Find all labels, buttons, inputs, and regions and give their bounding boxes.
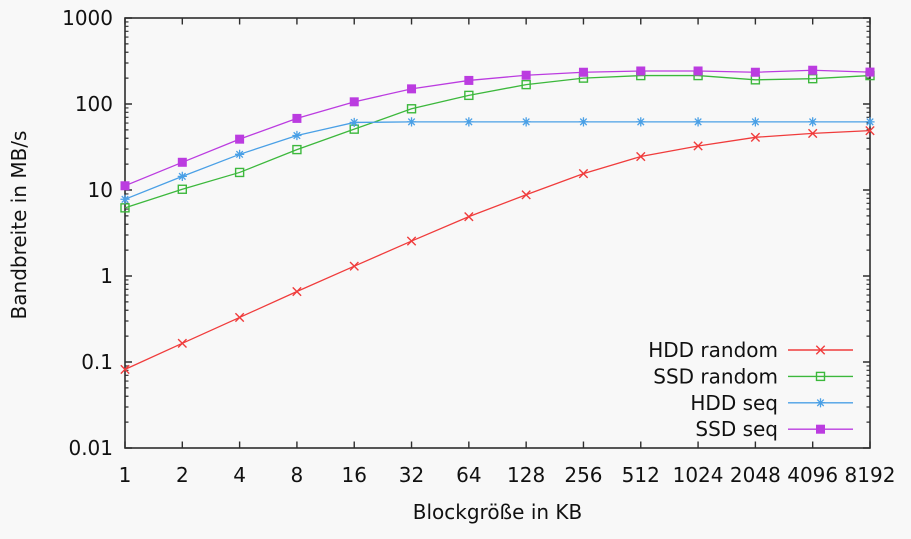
series-marker-hdd-seq — [120, 194, 130, 204]
series-marker-hdd-seq — [349, 117, 359, 128]
series-marker-hdd-seq — [865, 117, 875, 127]
legend-label-ssd-seq: SSD seq — [695, 417, 778, 441]
series-marker-ssd-seq — [750, 67, 760, 77]
y-axis-title: Bandbreite in MB/s — [7, 130, 31, 320]
series-marker-hdd-seq — [464, 117, 474, 127]
series-marker-hdd-random — [636, 151, 646, 162]
series-marker-hdd-random — [406, 236, 417, 246]
legend-item-ssd-seq: SSD seq — [695, 417, 853, 441]
series-marker-hdd-seq — [406, 117, 417, 127]
x-tick-label: 8 — [291, 463, 304, 487]
series-marker-hdd-seq — [521, 117, 531, 127]
series-marker-ssd-seq — [636, 66, 646, 76]
series-marker-ssd-random — [177, 184, 188, 194]
x-tick-label: 1024 — [673, 463, 724, 487]
series-marker-hdd-random — [693, 141, 703, 151]
x-tick-label: 16 — [342, 463, 367, 487]
legend-item-hdd-random: HDD random — [648, 338, 853, 362]
legend-item-ssd-random: SSD random — [653, 364, 853, 388]
legend-label-hdd-seq: HDD seq — [690, 391, 778, 415]
series-hdd-random — [120, 125, 875, 375]
series-line-ssd-seq — [124, 69, 871, 187]
series-marker-ssd-seq — [235, 134, 245, 144]
series-marker-hdd-seq — [750, 117, 760, 127]
series-marker-ssd-seq — [521, 70, 531, 80]
series-marker-hdd-seq — [177, 171, 187, 181]
series-marker-ssd-random — [464, 90, 474, 101]
y-tick-label: 0.01 — [68, 436, 113, 460]
series-marker-ssd-seq — [578, 67, 588, 77]
series-marker-ssd-random — [234, 167, 245, 178]
series-marker-hdd-seq — [808, 117, 818, 127]
series-line-ssd-random — [124, 74, 871, 209]
series-marker-hdd-seq — [292, 130, 302, 141]
x-tick-label: 4096 — [787, 463, 838, 487]
y-tick-label: 10 — [88, 178, 113, 202]
series-marker-ssd-seq — [808, 65, 818, 75]
legend-label-hdd-random: HDD random — [648, 338, 778, 362]
y-tick-label: 100 — [75, 92, 113, 116]
series-marker-hdd-seq — [578, 117, 589, 127]
series-marker-ssd-seq — [464, 75, 474, 85]
x-tick-label: 64 — [456, 463, 481, 487]
x-tick-label: 256 — [564, 463, 602, 487]
series-marker-ssd-random — [292, 144, 302, 155]
series-marker-ssd-random — [521, 79, 531, 90]
legend-sample-marker-ssd-random — [815, 371, 826, 382]
series-marker-ssd-seq — [349, 97, 359, 107]
legend-item-hdd-seq: HDD seq — [690, 391, 853, 415]
legend-sample-marker-hdd-random — [815, 345, 826, 355]
series-marker-ssd-seq — [865, 67, 875, 77]
x-tick-label: 512 — [622, 463, 660, 487]
series-marker-hdd-random — [464, 211, 474, 222]
x-tick-label: 128 — [507, 463, 545, 487]
series-marker-hdd-random — [349, 261, 359, 271]
y-tick-label: 0.1 — [81, 350, 113, 374]
series-line-hdd-seq — [124, 121, 870, 200]
y-tick-label: 1000 — [62, 6, 113, 30]
legend-sample-marker-hdd-seq — [815, 398, 826, 408]
series-marker-ssd-seq — [177, 157, 187, 167]
series-marker-hdd-random — [578, 168, 589, 179]
series-ssd-seq — [120, 65, 875, 191]
plot-border — [124, 17, 871, 449]
series-marker-hdd-seq — [636, 117, 646, 127]
legend-label-ssd-random: SSD random — [653, 364, 778, 388]
series-line-hdd-random — [124, 129, 871, 371]
series-marker-ssd-seq — [407, 84, 417, 94]
series-hdd-seq — [120, 117, 875, 204]
legend-sample-marker-ssd-seq — [816, 424, 825, 434]
y-tick-label: 1 — [100, 264, 113, 288]
series-marker-ssd-seq — [292, 113, 302, 123]
x-tick-label: 8192 — [845, 463, 896, 487]
x-tick-label: 2048 — [730, 463, 781, 487]
series-marker-hdd-random — [234, 312, 245, 323]
x-tick-label: 32 — [399, 463, 424, 487]
series-marker-hdd-random — [865, 125, 875, 136]
x-tick-label: 4 — [233, 463, 246, 487]
series-marker-ssd-seq — [120, 181, 130, 191]
series-marker-hdd-random — [177, 338, 188, 348]
series-marker-hdd-random — [521, 190, 531, 200]
series-marker-hdd-seq — [235, 149, 245, 159]
x-axis-title: Blockgröße in KB — [412, 500, 583, 524]
series-marker-ssd-random — [406, 104, 417, 114]
x-tick-label: 2 — [176, 463, 189, 487]
series-marker-hdd-random — [750, 132, 761, 142]
series-marker-ssd-seq — [693, 66, 703, 76]
series-marker-hdd-random — [807, 128, 818, 139]
series-marker-hdd-random — [292, 286, 302, 297]
series-marker-hdd-seq — [693, 117, 703, 127]
series-marker-hdd-random — [120, 364, 130, 375]
x-tick-label: 1 — [119, 463, 132, 487]
